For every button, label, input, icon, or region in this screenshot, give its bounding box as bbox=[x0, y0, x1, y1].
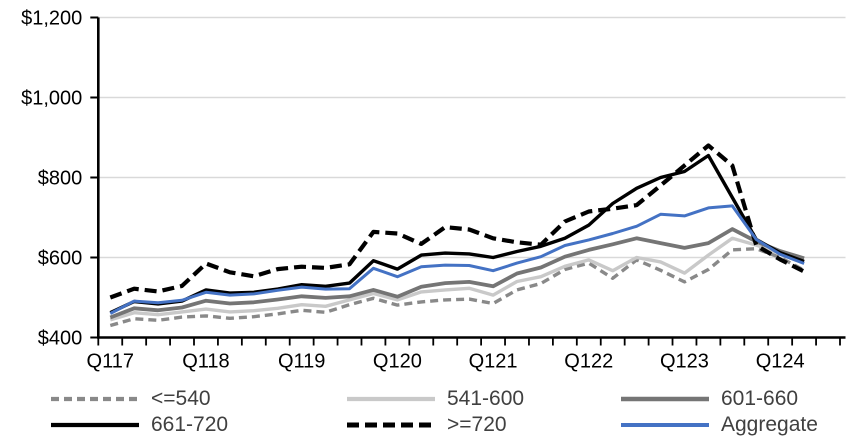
legend-item-aggregate: Aggregate bbox=[618, 413, 818, 437]
legend-label: <=540 bbox=[151, 387, 211, 410]
legend-swatch-gte720-icon bbox=[347, 422, 435, 428]
legend-item-601-660: 601-660 bbox=[618, 387, 798, 411]
legend-item-541-600: 541-600 bbox=[344, 387, 524, 411]
svg-text:$400: $400 bbox=[38, 328, 83, 350]
svg-text:$800: $800 bbox=[38, 168, 83, 190]
legend-swatch-661-720-icon bbox=[51, 422, 139, 428]
legend-item-gte720: >=720 bbox=[344, 413, 507, 437]
svg-text:Q118: Q118 bbox=[182, 351, 229, 373]
chart-plot-area: $400 $600 $800 $1,000 $1,200 Q117 Q118 Q119 Q120… bbox=[21, 8, 846, 373]
legend-label: Aggregate bbox=[721, 413, 818, 436]
svg-text:Q120: Q120 bbox=[373, 351, 422, 373]
legend-swatch-aggregate-icon bbox=[621, 423, 709, 427]
svg-text:$1,000: $1,000 bbox=[21, 88, 82, 110]
svg-text:Q123: Q123 bbox=[660, 351, 709, 373]
svg-text:Q121: Q121 bbox=[469, 351, 518, 373]
svg-text:Q124: Q124 bbox=[756, 351, 805, 373]
svg-text:$600: $600 bbox=[38, 248, 83, 270]
legend-label: >=720 bbox=[447, 413, 507, 436]
svg-text:Q117: Q117 bbox=[87, 351, 134, 373]
svg-text:$1,200: $1,200 bbox=[21, 8, 82, 30]
svg-text:Q119: Q119 bbox=[278, 351, 325, 373]
legend-item-661-720: 661-720 bbox=[48, 413, 228, 437]
legend-item-lte540: <=540 bbox=[48, 387, 211, 411]
legend-swatch-541-600-icon bbox=[347, 396, 435, 402]
svg-text:Q122: Q122 bbox=[564, 351, 613, 373]
legend-label: 541-600 bbox=[447, 387, 525, 410]
legend-swatch-601-660-icon bbox=[621, 396, 709, 402]
legend-label: 601-660 bbox=[721, 387, 799, 410]
legend-swatch-lte540-icon bbox=[51, 396, 139, 402]
legend-label: 661-720 bbox=[151, 413, 229, 436]
